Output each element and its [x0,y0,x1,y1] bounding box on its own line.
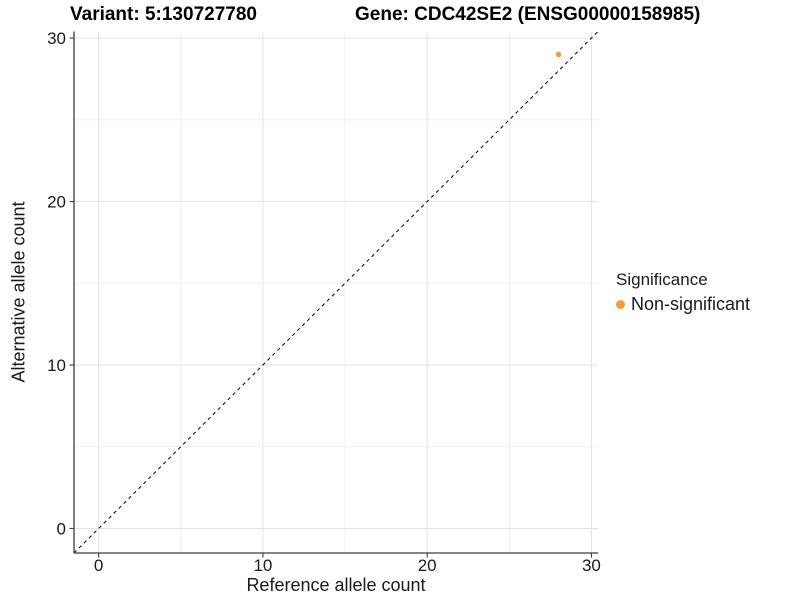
x-axis-title: Reference allele count [246,575,426,595]
plot-title-variant: Variant: 5:130727780 [70,4,257,25]
y-axis-title: Alternative allele count [8,201,29,383]
x-tick-label: 30 [582,556,601,575]
data-point [555,51,562,58]
legend-title: Significance [616,270,708,289]
legend: Significance Non-significant [616,270,750,315]
identity-line [73,31,599,554]
x-tick-label: 0 [94,556,103,575]
plot-title-gene: Gene: CDC42SE2 (ENSG00000158985) [355,4,701,25]
legend-key-dot [616,300,625,309]
legend-items: Non-significant [616,294,750,315]
y-tick-label: 20 [47,193,66,212]
x-tick-label: 20 [418,556,437,575]
legend-item: Non-significant [616,294,750,315]
y-tick-label: 0 [57,519,66,538]
x-tick-label: 10 [253,556,272,575]
y-tick-label: 10 [47,356,66,375]
y-tick-label: 30 [47,29,66,48]
legend-item-label: Non-significant [631,294,751,314]
